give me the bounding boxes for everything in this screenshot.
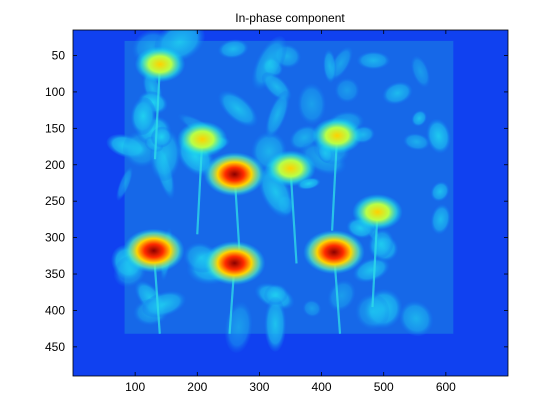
hotspot-high — [352, 194, 403, 231]
leaf-blob — [410, 55, 431, 88]
axes-frame — [72, 29, 509, 377]
leaf-blob — [403, 133, 430, 151]
hotspot-high — [177, 121, 228, 158]
y-tick-label: 100 — [45, 85, 65, 99]
x-tick-label: 600 — [436, 380, 456, 394]
leaf-blob — [264, 296, 287, 352]
hotspot-peak — [203, 152, 266, 197]
leaf-blob — [323, 49, 337, 84]
y-tick-label: 250 — [45, 194, 65, 208]
leaf-blob — [265, 90, 290, 139]
leaf-blob — [297, 83, 327, 125]
hotspot-high — [265, 150, 316, 187]
y-tick-label: 450 — [45, 340, 65, 354]
y-tick-label: 400 — [45, 303, 65, 317]
leaf-blob — [411, 110, 427, 127]
leaf-blob — [430, 181, 450, 202]
leaf-blob — [130, 97, 156, 136]
leaf-blob — [142, 290, 186, 318]
leaf-blob — [353, 257, 390, 283]
hotspot-layer — [122, 46, 403, 286]
plot-area — [73, 30, 508, 376]
x-tick-label: 300 — [249, 380, 269, 394]
leaf-blob — [426, 118, 451, 154]
y-tick-label: 300 — [45, 231, 65, 245]
leaf-blob — [116, 166, 133, 201]
leaf-blob — [382, 81, 413, 105]
x-tick-label: 500 — [374, 380, 394, 394]
leaf-blob — [334, 77, 360, 103]
leaf-blob — [356, 51, 391, 70]
leaf-blob — [217, 39, 249, 59]
leaf-blob — [327, 279, 356, 312]
leaf-blob — [399, 300, 434, 337]
x-axis: 100 200 300 400 500 600 — [125, 30, 456, 394]
leaf-blob — [218, 90, 258, 127]
leaf-blob — [251, 36, 287, 90]
y-tick-label: 50 — [52, 48, 66, 62]
leaf-blob — [355, 293, 390, 330]
chart-title: In-phase component — [235, 11, 345, 25]
y-tick-label: 150 — [45, 121, 65, 135]
leaf-blob — [302, 299, 322, 318]
x-tick-label: 100 — [125, 380, 145, 394]
y-tick-label: 200 — [45, 158, 65, 172]
leaf-blob — [264, 283, 288, 305]
y-axis: 50 100 150 200 250 300 350 400 450 — [45, 48, 508, 354]
hotspot-peak — [122, 228, 185, 273]
y-tick-label: 350 — [45, 267, 65, 281]
hotspot-high — [311, 117, 363, 154]
hotspot-peak — [203, 241, 266, 286]
hotspot-peak — [303, 230, 365, 275]
leaf-blob — [430, 204, 451, 235]
x-tick-label: 200 — [187, 380, 207, 394]
x-tick-label: 400 — [312, 380, 332, 394]
hotspot-high — [134, 46, 186, 83]
